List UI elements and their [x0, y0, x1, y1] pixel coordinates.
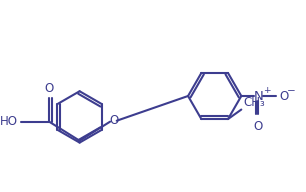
Text: O: O [109, 114, 118, 127]
Text: +: + [263, 86, 271, 95]
Text: CH₃: CH₃ [243, 96, 265, 109]
Text: O: O [254, 120, 263, 133]
Text: HO: HO [0, 115, 18, 128]
Text: −: − [287, 86, 296, 96]
Text: N: N [254, 89, 263, 103]
Text: O: O [45, 82, 54, 95]
Text: O: O [279, 89, 289, 103]
